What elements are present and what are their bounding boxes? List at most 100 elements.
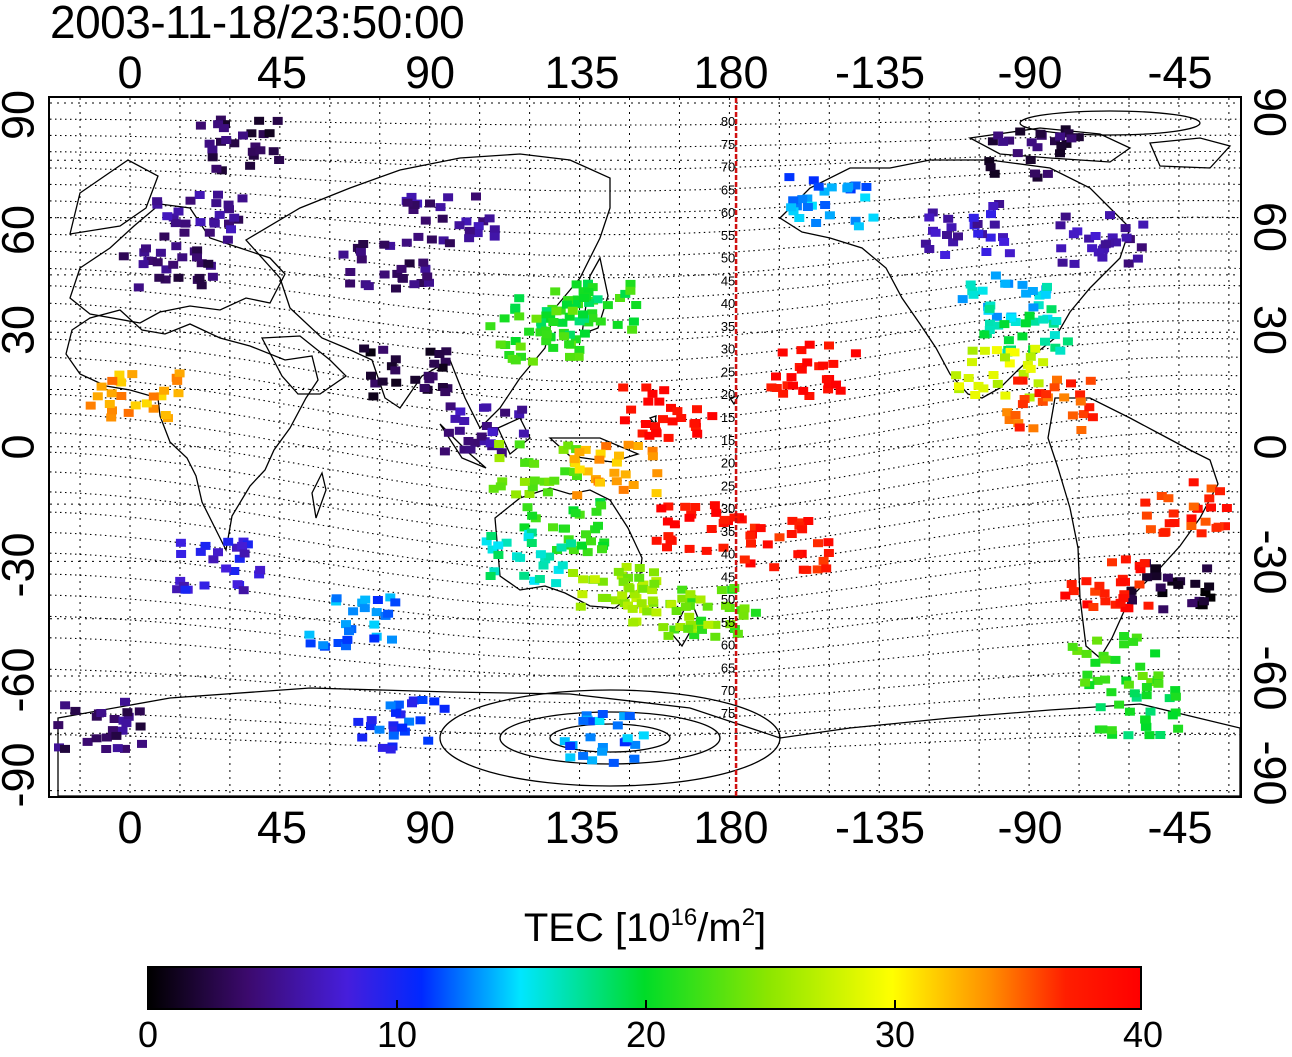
tec-sample: [117, 726, 128, 735]
tec-sample: [987, 137, 998, 146]
tec-sample: [623, 440, 634, 449]
tec-sample: [619, 416, 630, 425]
tec-sample: [423, 736, 434, 745]
tec-sample: [979, 330, 990, 339]
tec-sample: [788, 381, 798, 390]
tec-sample: [454, 221, 465, 230]
tec-sample: [769, 563, 780, 572]
tec-sample: [238, 131, 248, 140]
tec-sample: [647, 586, 658, 595]
colorbar-mark-20: [645, 1000, 647, 1010]
tec-sample: [611, 596, 621, 605]
tec-sample: [112, 744, 123, 753]
tec-sample: [134, 707, 145, 716]
tec-sample: [137, 739, 147, 748]
colorbar-title-suffix: ]: [755, 906, 767, 950]
tec-sample: [842, 184, 853, 193]
tec-sample: [484, 214, 495, 223]
tec-sample: [642, 607, 653, 616]
tec-sample: [1015, 127, 1026, 136]
tec-sample: [977, 286, 988, 295]
tec-sample: [514, 440, 525, 449]
tec-sample: [123, 712, 134, 721]
tec-sample: [168, 260, 179, 269]
tec-sample: [614, 451, 624, 460]
tec-sample: [444, 239, 455, 248]
tec-sample: [990, 271, 1001, 280]
tec-sample: [647, 446, 658, 455]
tec-sample: [519, 523, 530, 532]
tec-sample: [567, 306, 578, 315]
tec-sample: [594, 716, 605, 725]
tec-sample: [644, 431, 655, 440]
tec-sample: [194, 273, 205, 282]
tec-sample: [820, 201, 831, 209]
x-tick-bottom-90: 90: [404, 802, 456, 853]
tec-sample: [224, 219, 234, 228]
tec-sample: [1082, 670, 1093, 679]
tec-sample: [229, 139, 240, 148]
tec-sample: [1128, 637, 1139, 646]
tec-sample: [999, 237, 1010, 246]
tec-sample: [486, 532, 497, 540]
tec-sample: [476, 432, 487, 441]
magnetic-contour: [50, 200, 1240, 236]
tec-sample: [331, 594, 342, 603]
tec-sample: [1066, 379, 1076, 388]
tec-sample: [208, 555, 219, 564]
tec-sample: [1151, 564, 1161, 573]
tec-sample: [510, 356, 521, 365]
tec-sample: [711, 508, 722, 517]
tec-sample: [868, 213, 879, 222]
tec-sample: [96, 382, 107, 391]
tec-sample: [1141, 683, 1152, 691]
tec-sample: [390, 355, 401, 364]
tec-sample: [226, 225, 236, 234]
tec-sample: [651, 536, 662, 545]
tec-sample: [383, 609, 394, 618]
tec-sample: [213, 120, 224, 129]
tec-sample: [578, 575, 589, 584]
tec-sample: [360, 595, 371, 604]
tec-sample: [1013, 376, 1024, 385]
tec-sample: [813, 182, 824, 191]
tec-sample: [608, 758, 619, 767]
tec-sample: [388, 731, 399, 740]
tec-sample: [985, 319, 995, 328]
tec-sample: [692, 405, 702, 414]
tec-sample: [557, 318, 568, 327]
tec-sample: [946, 223, 957, 232]
tec-sample: [1025, 364, 1036, 373]
tec-sample: [485, 322, 496, 331]
tec-sample: [631, 301, 642, 309]
tec-sample: [746, 539, 756, 548]
tec-sample: [385, 241, 396, 250]
tec-sample: [341, 620, 351, 629]
tec-sample: [551, 307, 562, 316]
tec-sample: [1027, 287, 1038, 295]
tec-sample: [659, 386, 670, 395]
tec-sample: [669, 625, 680, 634]
tec-sample: [1026, 138, 1037, 147]
tec-sample: [831, 380, 841, 389]
tec-sample: [116, 392, 127, 400]
magnetic-contour: [50, 412, 1240, 482]
tec-sample: [1170, 686, 1181, 695]
tec-sample: [755, 524, 766, 533]
tec-sample: [1123, 604, 1134, 613]
tec-sample: [647, 452, 658, 461]
tec-sample: [570, 300, 581, 308]
tec-sample: [1018, 369, 1029, 378]
tec-sample: [464, 226, 475, 235]
tec-sample: [1204, 582, 1215, 591]
timestamp-title: 2003-11-18/23:50:00: [50, 0, 465, 48]
y-tick-right-60: 60: [1244, 201, 1292, 253]
tec-sample: [786, 530, 797, 538]
tec-sample: [254, 570, 265, 579]
tec-sample: [612, 721, 623, 730]
magnetic-contour: [50, 594, 1240, 644]
tec-sample: [304, 630, 315, 639]
tec-sample: [544, 477, 555, 486]
tec-sample: [192, 253, 202, 262]
tec-sample: [1082, 600, 1093, 609]
